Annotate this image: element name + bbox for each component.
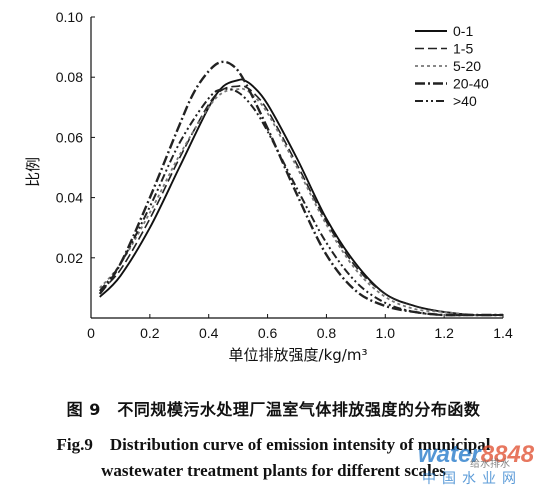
y-axis-label: 比例 [24,157,42,187]
y-tick-label: 0.04 [56,190,83,206]
figure-caption-english-line2: wastewater treatment plants for differen… [101,461,446,480]
x-tick-label: 0.6 [258,325,278,341]
series-line-3 [99,87,504,317]
series-line-4 [98,60,503,317]
legend-label-3: 5-20 [453,58,481,74]
y-tick-label: 0.06 [56,129,83,145]
x-axis-label: 单位排放强度/kg/m³ [229,346,368,364]
x-tick-label: 1.4 [493,325,513,341]
y-tick-label: 0.10 [56,9,83,25]
x-tick-label: 0.2 [140,325,160,341]
legend-label-1: 0-1 [453,23,473,39]
chart-legend: 0-1 1-55-20 20-40>40 [415,23,489,109]
x-tick-label: 0.8 [317,325,337,341]
legend-label-5: >40 [453,93,477,109]
x-tick-label: 0 [87,325,95,341]
legend-label-4: 20-40 [453,76,489,92]
x-tick-label: 0.4 [199,325,219,341]
chart-axes: 0 0.2 0.4 0.6 0.8 1.0 1.2 1.4 0.02 0.04 0.06 0.08 0.… [56,9,513,341]
x-tick-label: 1.2 [434,325,454,341]
distribution-chart: 0 0.2 0.4 0.6 0.8 1.0 1.2 1.4 0.02 0.04 0.06 0.08 0.… [24,9,513,364]
chart-curves [98,60,504,317]
series-line-5 [99,87,503,317]
watermark-logo: water8848 [418,441,535,468]
y-tick-label: 0.02 [56,250,83,266]
watermark-tag: 给水排水 [470,459,510,470]
figure-caption-chinese: 图 9 不同规模污水处理厂温室气体排放强度的分布函数 [66,400,481,419]
site-watermark: water8848 给水排水 中国水业网 [418,441,543,491]
legend-label-2: 1-5 [453,41,473,57]
series-line-2 [99,84,504,317]
figure-caption-english-line1: Fig.9 Distribution curve of emission int… [56,435,491,454]
x-tick-label: 1.0 [376,325,396,341]
y-tick-label: 0.08 [56,69,83,85]
watermark-subtitle: 中国水业网 [422,471,522,487]
